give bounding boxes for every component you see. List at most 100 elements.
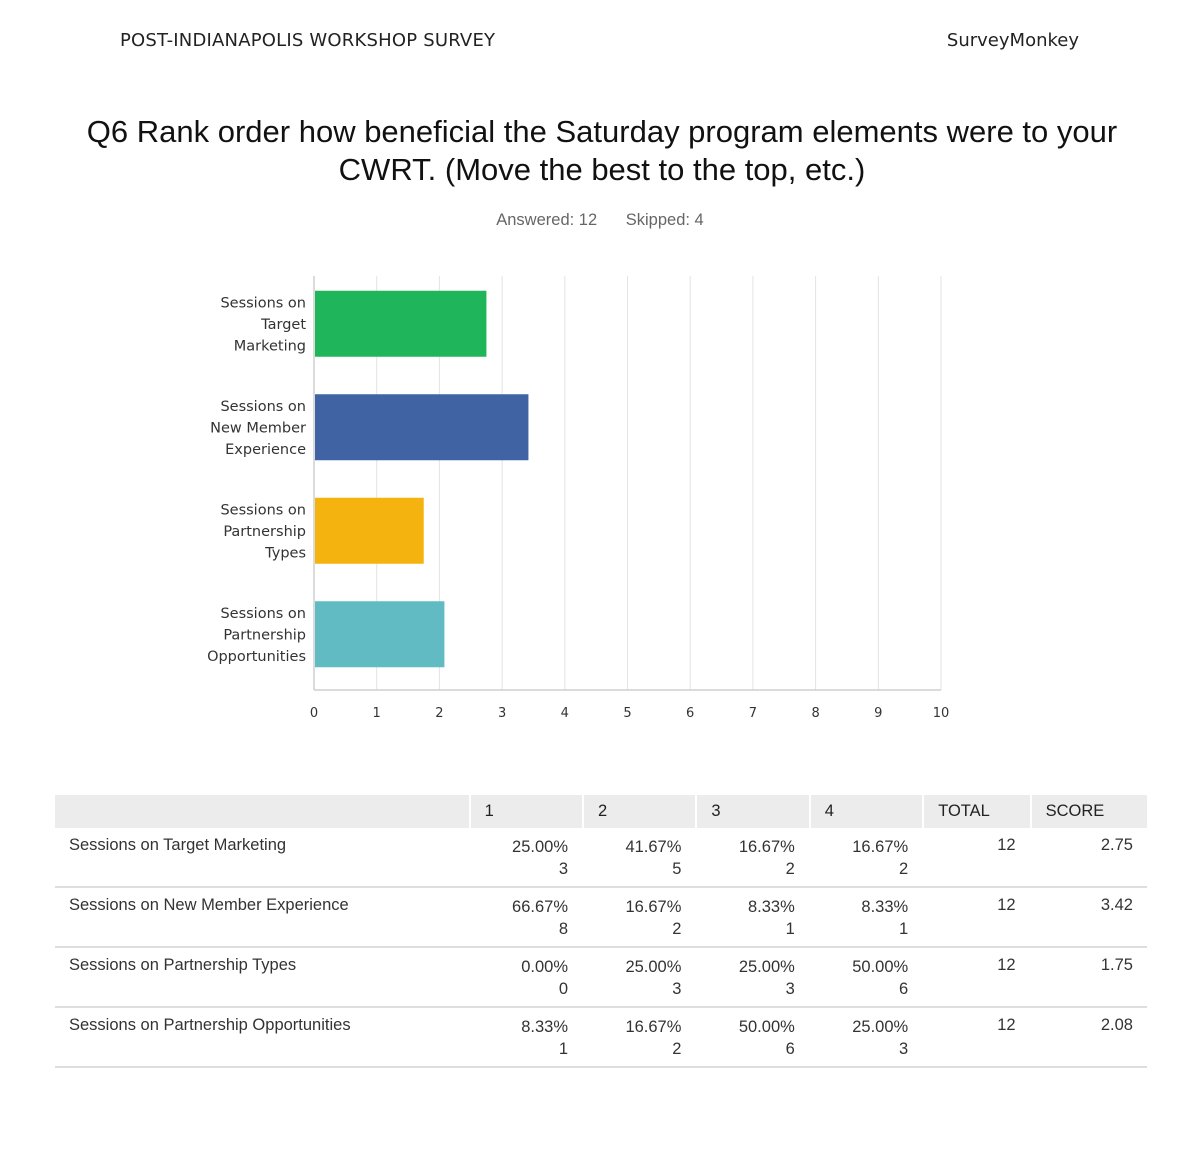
row-total: 12 [922, 947, 1031, 1008]
rank-percent: 25.00% [625, 958, 682, 976]
rank-cell: 0.00% 0 [468, 947, 584, 1008]
header-total: TOTAL [922, 795, 1031, 828]
rank-count: 5 [672, 860, 682, 878]
rank-cell: 25.00% 3 [582, 947, 697, 1008]
rank-cell: 8.33% 1 [468, 1007, 584, 1068]
rank-percent: 25.00% [512, 838, 569, 856]
rank-percent: 8.33% [748, 898, 795, 916]
rank-cell: 16.67% 2 [695, 828, 810, 888]
header-rank-3: 3 [695, 795, 810, 828]
bar [315, 497, 424, 564]
rank-count: 8 [558, 920, 569, 938]
rank-cell: 16.67% 2 [582, 1007, 697, 1068]
row-score: 3.42 [1029, 887, 1147, 948]
category-label: Partnership [223, 524, 306, 540]
bar [315, 290, 487, 357]
rank-count: 2 [785, 860, 795, 878]
table-row: Sessions on Partnership Opportunities 8.3… [55, 1007, 1147, 1068]
rank-cell: 41.67% 5 [582, 828, 697, 888]
category-label: Types [264, 545, 306, 561]
rank-count: 6 [899, 980, 909, 998]
rank-count: 3 [899, 1040, 909, 1058]
bar [315, 394, 529, 461]
row-score: 2.75 [1029, 828, 1147, 888]
rank-count: 3 [785, 980, 795, 998]
rank-cell: 8.33% 1 [808, 887, 924, 948]
answered-count: Answered: 12 [496, 211, 598, 229]
rank-count: 2 [899, 860, 909, 878]
rank-count: 2 [672, 920, 682, 938]
rank-percent: 25.00% [852, 1018, 909, 1036]
x-tick-label: 3 [498, 706, 506, 721]
category-label: New Member [210, 420, 306, 436]
category-label: Marketing [234, 338, 306, 354]
category-label: Sessions on [220, 399, 306, 415]
row-total: 12 [922, 828, 1031, 888]
category-label: Target [260, 317, 306, 333]
rank-percent: 8.33% [521, 1018, 569, 1036]
x-tick-label: 10 [933, 706, 950, 721]
category-label: Opportunities [207, 649, 306, 665]
x-tick-label: 4 [561, 706, 569, 721]
row-score: 1.75 [1029, 947, 1147, 1008]
rank-percent: 16.67% [625, 898, 682, 916]
rank-percent: 50.00% [738, 1018, 795, 1036]
header-score: SCORE [1029, 795, 1147, 828]
row-label: Sessions on New Member Experience [55, 887, 470, 948]
header-rank-1: 1 [468, 795, 584, 828]
row-score: 2.08 [1029, 1007, 1147, 1068]
table-header-row: 1 2 3 4 TOTAL SCORE [55, 795, 1147, 828]
rank-percent: 66.67% [512, 898, 569, 916]
x-tick-label: 1 [373, 706, 381, 721]
row-total: 12 [922, 1007, 1031, 1068]
rank-cell: 25.00% 3 [808, 1007, 924, 1068]
x-tick-label: 0 [310, 706, 318, 721]
skipped-count: Skipped: 4 [625, 211, 704, 229]
question-title: Q6 Rank order how beneficial the Saturda… [86, 114, 1118, 187]
x-tick-label: 6 [686, 706, 694, 721]
rank-cell: 50.00% 6 [695, 1007, 810, 1068]
x-tick-label: 9 [874, 706, 882, 721]
survey-name: POST-INDIANAPOLIS WORKSHOP SURVEY [120, 30, 496, 51]
ranking-bar-chart: 0 1 2 3 4 5 6 7 8 9 10 Sessions on Target Marketing Se… [207, 276, 950, 721]
rank-cell: 8.33% 1 [695, 887, 810, 948]
category-label: Partnership [223, 627, 306, 643]
header-rank-4: 4 [808, 795, 924, 828]
row-label: Sessions on Target Marketing [55, 828, 470, 888]
rank-cell: 25.00% 3 [695, 947, 810, 1008]
rank-percent: 8.33% [861, 898, 909, 916]
row-total: 12 [922, 887, 1031, 948]
rank-count: 1 [785, 920, 795, 938]
x-tick-label: 7 [749, 706, 757, 721]
rank-count: 1 [558, 1040, 569, 1058]
table-row: Sessions on Target Marketing 25.00% 3 41.67… [55, 828, 1147, 888]
rank-count: 2 [672, 1040, 682, 1058]
x-tick-label: 2 [435, 706, 443, 721]
category-label: Sessions on [220, 606, 306, 622]
bar [315, 601, 445, 668]
brand-name: SurveyMonkey [946, 30, 1079, 51]
rank-count: 1 [899, 920, 909, 938]
x-tick-label: 5 [623, 706, 631, 721]
category-label: Sessions on [220, 502, 306, 518]
rank-percent: 16.67% [625, 1018, 682, 1036]
rank-count: 3 [672, 980, 682, 998]
header-blank [55, 795, 470, 828]
category-label: Sessions on [220, 295, 306, 311]
rank-percent: 0.00% [521, 958, 569, 976]
rank-count: 6 [785, 1040, 795, 1058]
header-rank-2: 2 [582, 795, 697, 828]
rank-percent: 16.67% [738, 838, 795, 856]
rank-percent: 41.67% [625, 838, 682, 856]
rank-cell: 25.00% 3 [468, 828, 584, 888]
rank-percent: 16.67% [852, 838, 909, 856]
table-row: Sessions on New Member Experience 66.67% 8… [55, 887, 1147, 948]
results-table: 1 2 3 4 TOTAL SCORE Sessions on Target M… [55, 795, 1147, 1068]
rank-percent: 50.00% [852, 958, 909, 976]
rank-count: 0 [558, 980, 569, 998]
row-label: Sessions on Partnership Opportunities [55, 1007, 470, 1068]
table-row: Sessions on Partnership Types 0.00% 0 25.00… [55, 947, 1147, 1008]
category-label: Experience [225, 442, 306, 458]
rank-count: 3 [558, 860, 569, 878]
rank-cell: 16.67% 2 [808, 828, 924, 888]
